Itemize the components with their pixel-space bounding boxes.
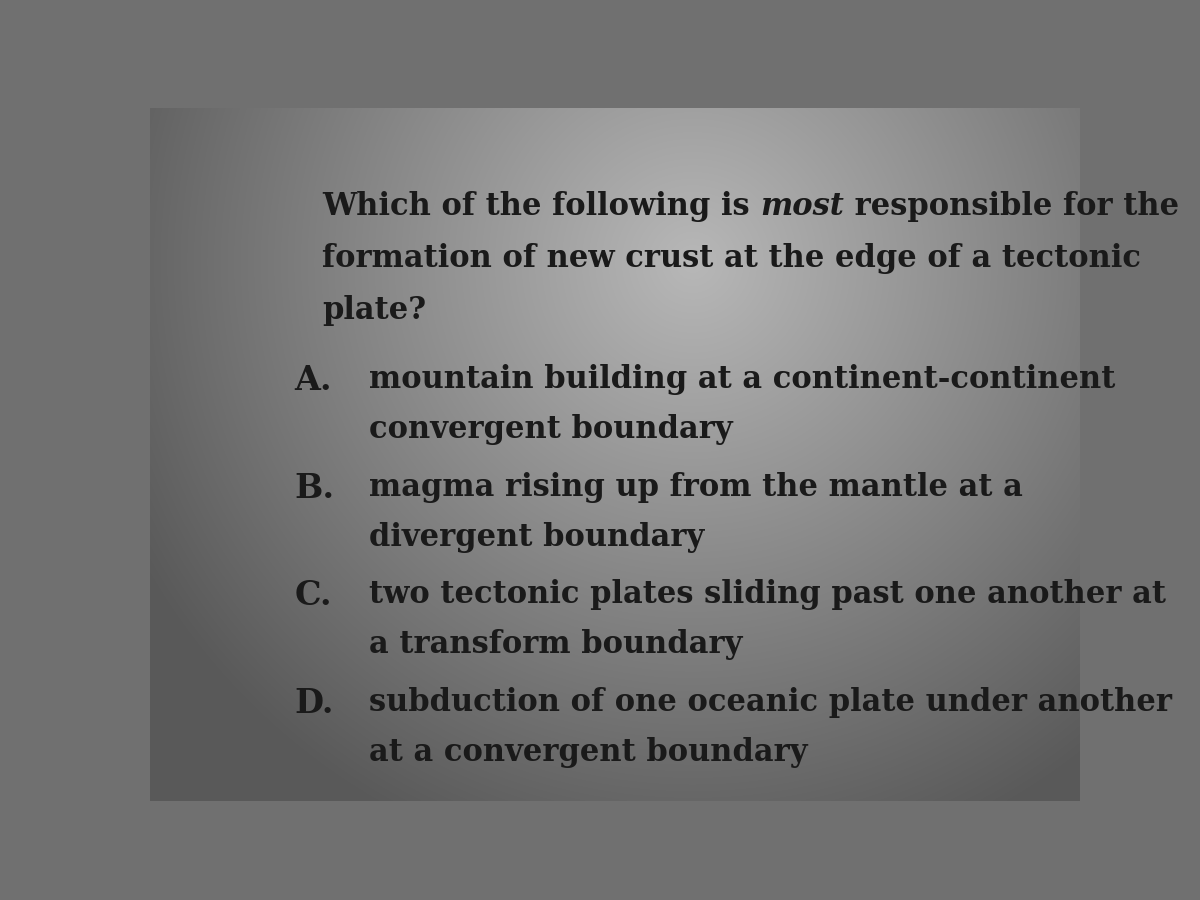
Text: subduction of one oceanic plate under another: subduction of one oceanic plate under an…: [368, 687, 1171, 717]
Text: mountain building at a continent-continent: mountain building at a continent-contine…: [368, 364, 1115, 395]
Text: magma rising up from the mantle at a: magma rising up from the mantle at a: [368, 472, 1022, 503]
Text: D.: D.: [294, 687, 334, 720]
Text: two tectonic plates sliding past one another at: two tectonic plates sliding past one ano…: [368, 580, 1165, 610]
Text: at a convergent boundary: at a convergent boundary: [368, 736, 808, 768]
Text: convergent boundary: convergent boundary: [368, 414, 732, 446]
Text: plate?: plate?: [322, 295, 426, 326]
Text: Which of the following is: Which of the following is: [322, 191, 761, 222]
Text: responsible for the: responsible for the: [844, 191, 1180, 222]
Text: B.: B.: [294, 472, 335, 505]
Text: C.: C.: [294, 580, 331, 612]
Text: A.: A.: [294, 364, 331, 398]
Text: divergent boundary: divergent boundary: [368, 522, 703, 553]
Text: most: most: [761, 191, 844, 222]
Text: formation of new crust at the edge of a tectonic: formation of new crust at the edge of a …: [322, 243, 1141, 274]
Text: a transform boundary: a transform boundary: [368, 629, 742, 660]
